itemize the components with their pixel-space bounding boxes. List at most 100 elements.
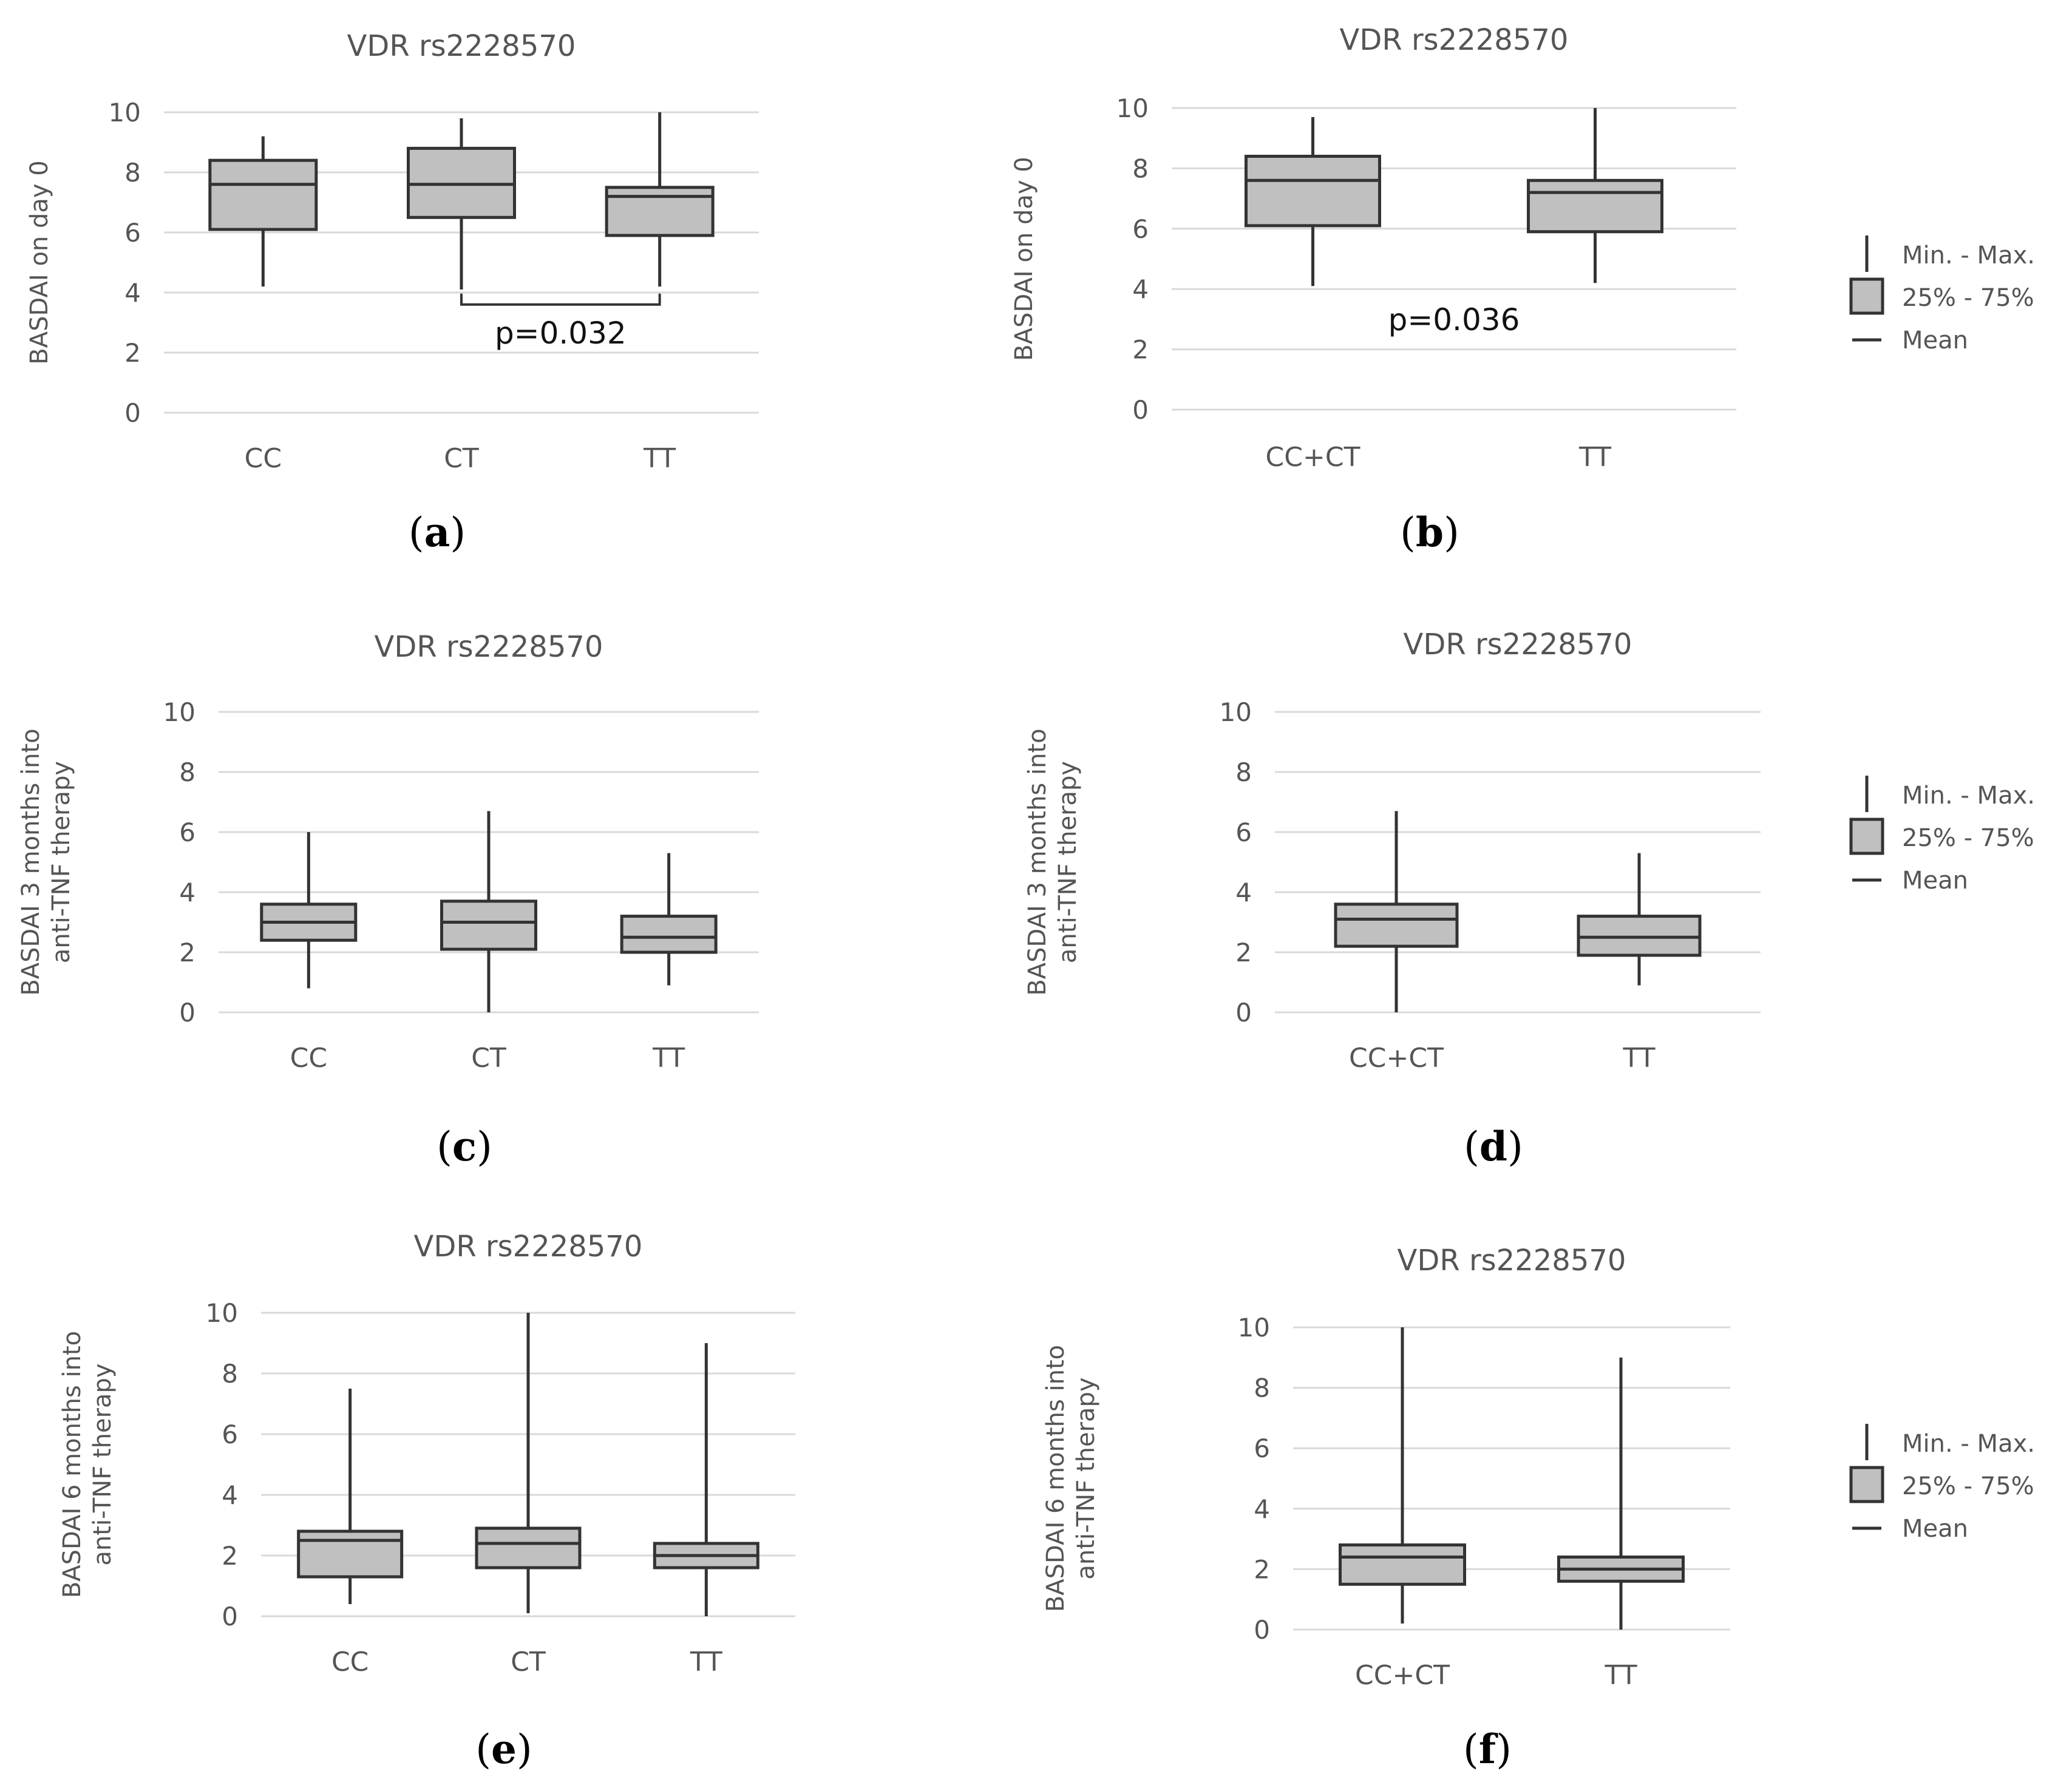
y-axis-label-line: anti-TNF therapy [1072, 1377, 1100, 1579]
p-value-label: p=0.036 [1388, 302, 1520, 337]
y-tick-label: 6 [1254, 1434, 1270, 1463]
box-cc-ct [1334, 811, 1459, 1012]
x-category-label: CC+CT [1266, 442, 1360, 473]
legend: Min. - Max. 25% - 75% Mean [1849, 776, 2035, 895]
y-tick-label: 4 [1254, 1494, 1270, 1524]
panel-label: (d) [1464, 1123, 1523, 1170]
legend-label: Min. - Max. [1902, 1430, 2035, 1458]
p-value-label: p=0.032 [495, 316, 627, 351]
chart-panel-e: 0 2 4 6 8 10 VDR rs2228570 BASDAI 6 months into… [58, 1230, 795, 1773]
y-axis-label-line: anti-TNF therapy [1054, 761, 1082, 963]
box-ct [475, 1313, 582, 1613]
x-category-label: CT [444, 443, 479, 474]
iqr-box [1334, 902, 1459, 948]
y-tick-label: 8 [1235, 757, 1252, 787]
box-cc [208, 136, 318, 287]
x-category-label: CC [245, 443, 282, 474]
x-category-label: CT [471, 1043, 506, 1074]
legend-iqr-symbol [1849, 277, 1884, 315]
x-category-label: CC [290, 1043, 327, 1074]
y-tick-label: 2 [1254, 1554, 1270, 1584]
y-axis-label-line: BASDAI 3 months into [1024, 728, 1051, 995]
legend-label: Mean [1902, 1515, 1968, 1543]
y-tick-label: 4 [179, 878, 195, 907]
legend-iqr-symbol [1849, 818, 1884, 855]
legend-label: 25% - 75% [1902, 824, 2034, 852]
iqr-box [605, 186, 715, 237]
y-axis-label-line: anti-TNF therapy [47, 761, 75, 963]
y-tick-label: 6 [1235, 818, 1252, 847]
panel-label: (b) [1400, 509, 1459, 556]
chart-panel-d: 0 2 4 6 8 10 VDR rs2228570 BASDAI 3 months into… [1024, 628, 1761, 1170]
iqr-box [1245, 155, 1381, 228]
y-tick-label: 2 [124, 338, 141, 368]
chart-title: VDR rs2228570 [414, 1230, 643, 1264]
iqr-box [1339, 1543, 1466, 1586]
panel-label-letter: a [424, 509, 450, 556]
y-tick-label: 8 [179, 757, 195, 787]
panel-label: (c) [436, 1123, 492, 1170]
y-tick-label: 0 [1235, 998, 1252, 1028]
x-category-label: TT [1605, 1660, 1637, 1691]
panel-label-close: ) [1507, 1123, 1523, 1170]
y-tick-label: 4 [222, 1480, 238, 1510]
legend: Min. - Max. 25% - 75% Mean [1849, 235, 2035, 354]
x-category-label: CT [511, 1647, 546, 1678]
box-tt [605, 112, 715, 287]
box-tt [620, 853, 718, 986]
iqr-box [297, 1529, 404, 1579]
panel-label-open: ( [436, 1123, 452, 1170]
x-category-label: CC+CT [1355, 1660, 1450, 1691]
iqr-box [1527, 178, 1663, 234]
legend-label: Min. - Max. [1902, 242, 2035, 269]
box-tt [1527, 108, 1663, 283]
y-axis-label: BASDAI 3 months into anti-TNF therapy [1024, 728, 1082, 995]
y-axis-label: BASDAI 3 months into anti-TNF therapy [17, 728, 75, 995]
y-tick-label: 0 [124, 398, 141, 428]
box-cc [297, 1389, 404, 1604]
iqr-box [475, 1526, 582, 1570]
panel-label-open: ( [1464, 1123, 1479, 1170]
legend: Min. - Max. 25% - 75% Mean [1849, 1424, 2035, 1543]
panel-label-open: ( [475, 1726, 491, 1773]
panel-label-open: ( [1400, 509, 1416, 556]
y-tick-label: 10 [109, 98, 141, 127]
y-tick-label: 6 [1132, 214, 1149, 244]
panel-label: (e) [475, 1725, 532, 1773]
legend-label: Mean [1902, 327, 1968, 354]
y-axis-label: BASDAI 6 months into anti-TNF therapy [58, 1331, 117, 1598]
y-tick-label: 2 [1132, 335, 1149, 365]
chart-title: VDR rs2228570 [1340, 23, 1569, 57]
y-tick-label: 4 [124, 278, 141, 308]
y-tick-label: 0 [179, 998, 195, 1028]
panel-label: (a) [409, 509, 466, 556]
legend-label: 25% - 75% [1902, 284, 2034, 312]
y-tick-label: 8 [1132, 154, 1149, 183]
y-axis-label-line: anti-TNF therapy [89, 1363, 117, 1565]
y-tick-label: 6 [124, 218, 141, 248]
x-category-label: TT [1578, 442, 1611, 473]
x-category-label: TT [1623, 1043, 1656, 1074]
panel-label-letter: e [491, 1725, 517, 1773]
significance-bracket [460, 293, 661, 306]
chart-panel-a: 0 2 4 6 8 10 VDR rs2228570 BASDAI on day 0 CC CT T… [25, 29, 759, 556]
panel-label-close: ) [517, 1726, 532, 1773]
chart-title: VDR rs2228570 [375, 630, 603, 664]
iqr-box [620, 915, 718, 954]
panel-label-letter: f [1479, 1725, 1498, 1773]
y-axis-label-line: BASDAI 6 months into [58, 1331, 86, 1598]
y-axis-label-line: BASDAI 6 months into [1042, 1345, 1070, 1612]
chart-panel-c: 0 2 4 6 8 10 VDR rs2228570 BASDAI 3 months into… [17, 630, 759, 1170]
y-tick-label: 10 [206, 1298, 238, 1328]
box-cc-ct [1339, 1327, 1466, 1624]
iqr-box [440, 899, 537, 951]
y-axis-label-line: BASDAI 3 months into [17, 728, 45, 995]
y-tick-label: 10 [1220, 697, 1252, 727]
y-tick-label: 0 [1132, 395, 1149, 425]
box-ct [407, 118, 516, 290]
x-category-label: CC [331, 1647, 369, 1678]
legend-label: 25% - 75% [1902, 1472, 2034, 1500]
y-tick-label: 6 [179, 818, 195, 847]
y-tick-label: 6 [222, 1420, 238, 1449]
